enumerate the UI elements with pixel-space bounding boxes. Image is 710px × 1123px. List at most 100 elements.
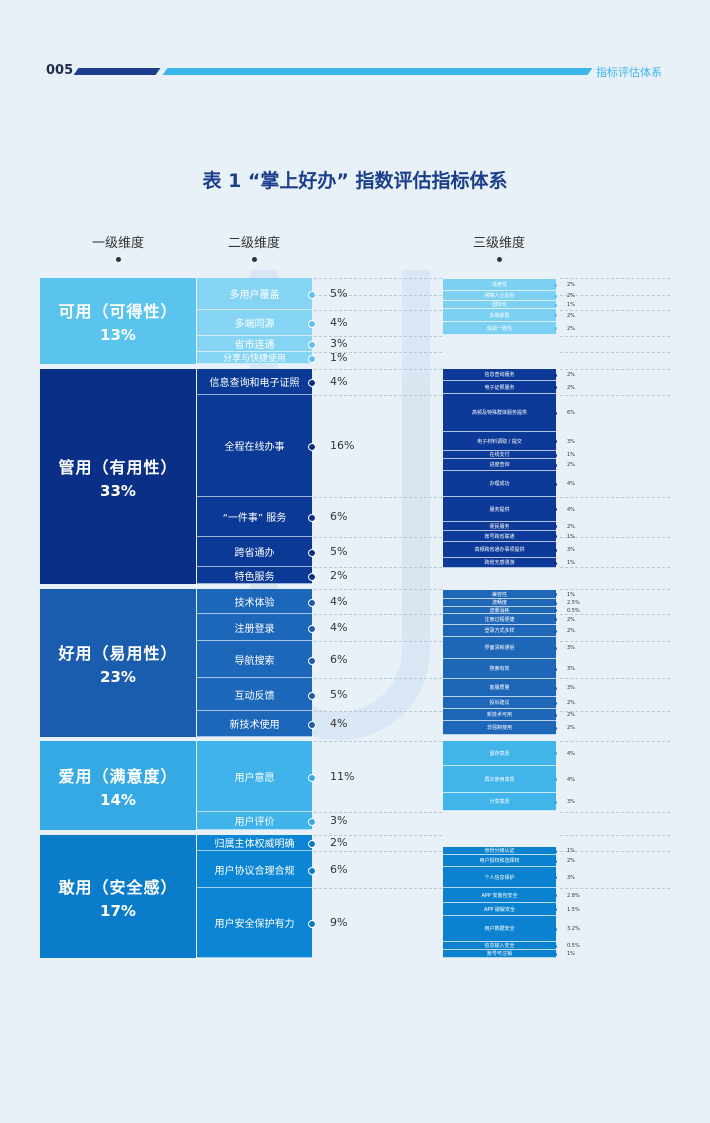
level3-percent: 2%: [567, 282, 575, 288]
level3-percent: 1%: [567, 560, 575, 566]
dashed-guide: [314, 352, 442, 353]
level1-percent: 13%: [100, 326, 136, 344]
level3-cell: 流量消耗: [443, 607, 556, 614]
dashed-guide: [314, 589, 442, 590]
level3-cell: 信息查询服务: [443, 369, 556, 381]
level2-dot: [308, 549, 316, 557]
level3-cell: 国际化: [443, 301, 556, 309]
column-dot: [115, 257, 121, 262]
dashed-guide: [314, 678, 442, 679]
dashed-guide: [314, 278, 442, 279]
level2-dot: [308, 818, 316, 826]
dashed-guide: [560, 567, 670, 568]
level3-cell: 搜索有效: [443, 659, 556, 679]
level1-percent: 33%: [100, 481, 136, 500]
level2-cell: 互动反馈: [197, 678, 312, 711]
level3-percent: 3%: [567, 645, 575, 651]
level2-cell: 注册登录: [197, 614, 312, 641]
dashed-guide: [560, 888, 670, 889]
level3-percent: 2%: [567, 616, 575, 623]
dashed-guide: [314, 851, 442, 852]
level3-cell: 客服质量: [443, 679, 556, 697]
level3-percent: 3%: [567, 547, 575, 553]
level2-cell: 用户协议合理合规: [197, 851, 312, 888]
level3-percent: 2%: [567, 725, 575, 731]
level3-dot: [554, 609, 557, 612]
level3-percent: 3%: [567, 874, 575, 881]
level3-dot: [554, 686, 557, 690]
dashed-guide: [314, 835, 442, 836]
level3-dot: [554, 800, 557, 804]
dashed-guide: [314, 395, 442, 396]
level3-dot: [554, 859, 557, 863]
level1-name: 可用（可得性）: [58, 302, 178, 321]
level3-percent: 2%: [567, 628, 575, 634]
dashed-guide: [560, 812, 670, 813]
level2-cell: 归属主体权威明确: [197, 835, 312, 851]
level2-dot: [308, 920, 316, 928]
level3-dot: [554, 726, 557, 730]
level3-dot: [554, 327, 557, 330]
dashed-guide: [314, 537, 442, 538]
dashed-guide: [560, 589, 670, 590]
level3-percent: 2%: [567, 712, 575, 718]
level3-dot: [554, 713, 557, 717]
level3-cell: APP 安装包安全: [443, 888, 556, 903]
level3-cell: 适老性: [443, 279, 556, 291]
dashed-guide: [314, 741, 442, 742]
level2-percent: 3%: [330, 814, 348, 827]
level3-dot: [554, 752, 557, 755]
level2-dot: [308, 443, 316, 451]
level3-percent: 1%: [567, 533, 575, 540]
level3-percent: 6%: [567, 410, 575, 416]
level3-percent: 2%: [567, 293, 575, 299]
level2-dot: [308, 721, 316, 729]
level2-cell: 特色服务: [197, 567, 312, 584]
level3-percent: 3.2%: [567, 926, 580, 932]
level2-dot: [308, 320, 316, 328]
level3-cell: 注册过程便捷: [443, 614, 556, 625]
dashed-guide: [560, 369, 670, 370]
dashed-guide: [560, 537, 670, 538]
level2-cell: 多用户覆盖: [197, 278, 312, 310]
level3-dot: [554, 525, 557, 528]
level3-percent: 4%: [567, 750, 575, 757]
level3-percent: 2%: [567, 325, 575, 332]
column-header-level3: 三级维度: [459, 232, 539, 262]
level3-dot: [554, 952, 557, 956]
level3-cell: APP 破解安全: [443, 903, 556, 916]
level3-dot: [554, 373, 557, 377]
level3-percent: 2%: [567, 858, 575, 864]
dashed-guide: [560, 497, 670, 498]
level3-cell: 账号可注销: [443, 950, 556, 958]
level2-cell: “一件事” 服务: [197, 497, 312, 537]
level3-dot: [554, 701, 557, 705]
column-header-label: 二级维度: [227, 236, 280, 251]
dashed-guide: [560, 851, 670, 852]
level3-cell: 身份分级认证: [443, 847, 556, 855]
level2-dot: [308, 514, 316, 522]
level3-percent: 2%: [567, 700, 575, 706]
level3-percent: 1%: [567, 302, 575, 308]
level2-percent: 6%: [330, 510, 348, 523]
level2-cell: 新技术使用: [197, 711, 312, 737]
level2-cell: 跨省通办: [197, 537, 312, 567]
column-header-level1: 一级维度: [78, 232, 158, 262]
level3-percent: 1%: [567, 951, 575, 957]
level2-cell: 导航搜索: [197, 641, 312, 678]
dashed-guide: [560, 835, 670, 836]
level2-percent: 4%: [330, 620, 348, 634]
level3-percent: 1%: [567, 452, 575, 458]
level2-dot: [308, 624, 316, 633]
dashed-guide: [560, 278, 670, 279]
level1-name: 爱用（满意度）: [58, 766, 178, 786]
level3-dot: [554, 849, 557, 853]
level2-cell: 省市连通: [197, 336, 312, 352]
level3-dot: [554, 778, 557, 781]
level3-percent: 3%: [567, 685, 575, 691]
level3-dot: [554, 463, 557, 467]
level3-dot: [554, 535, 557, 538]
level2-dot: [308, 379, 316, 387]
level2-dot: [308, 866, 316, 875]
level2-dot: [308, 656, 316, 665]
